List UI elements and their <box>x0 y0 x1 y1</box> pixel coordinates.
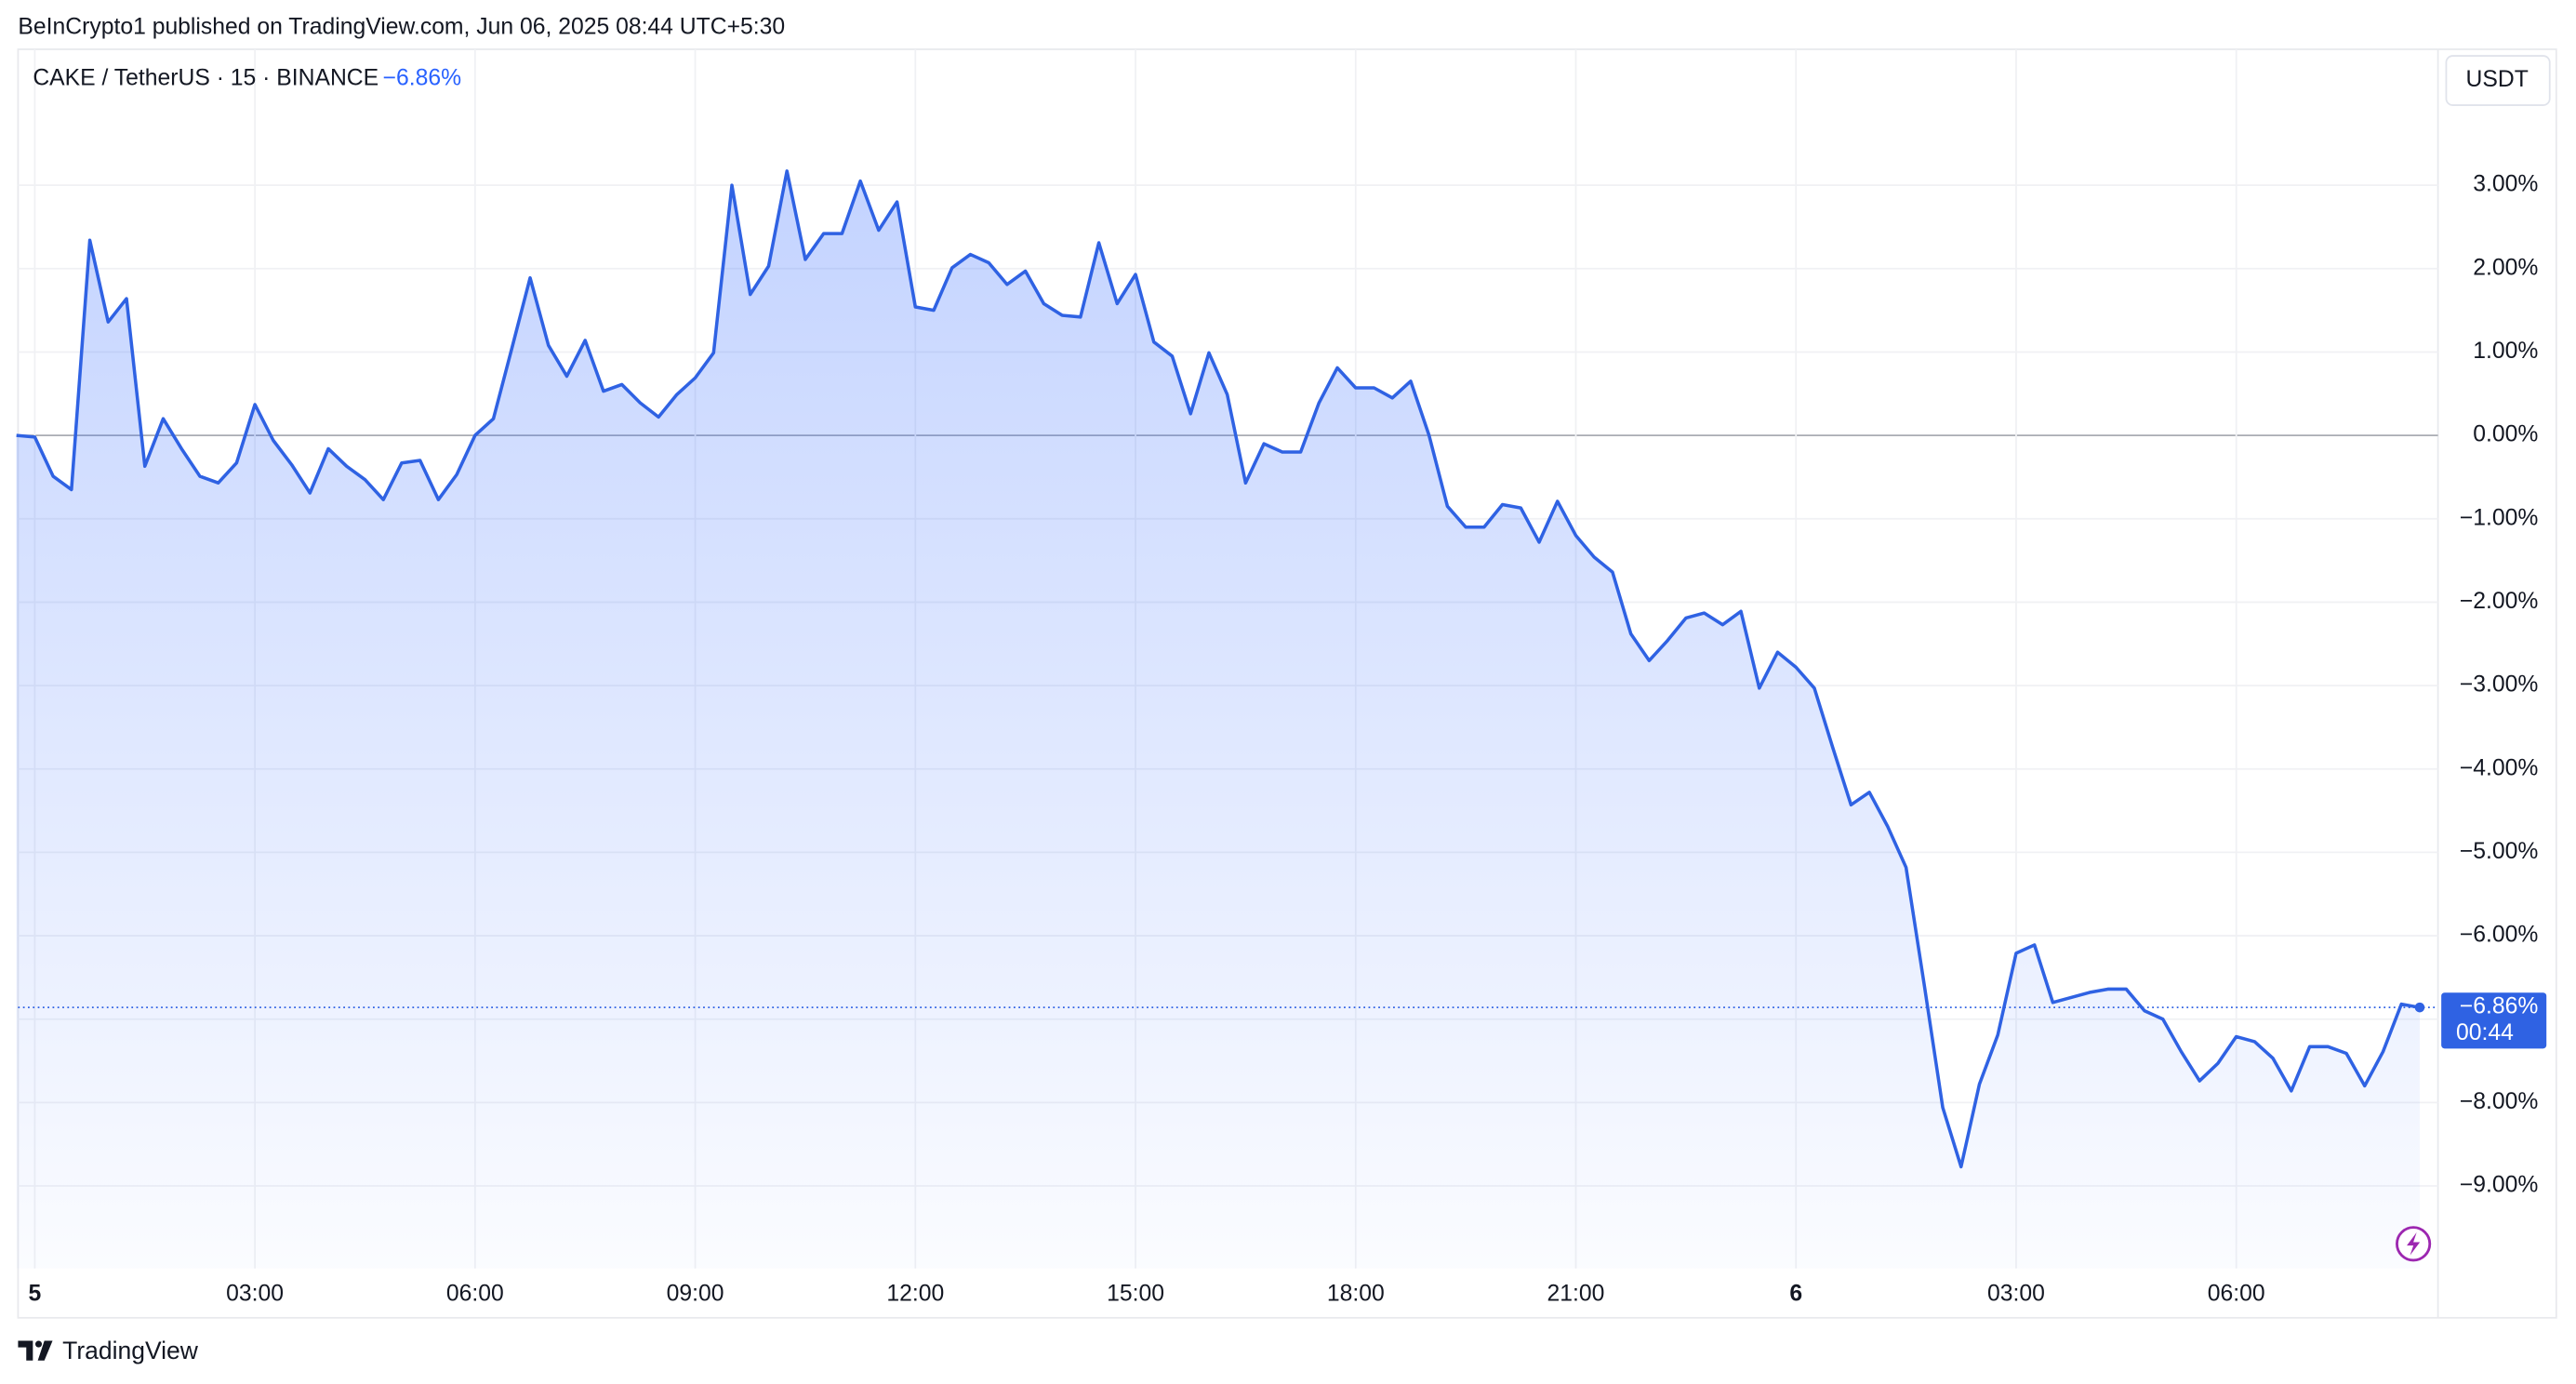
x-tick-label: 21:00 <box>1547 1282 1605 1307</box>
x-tick-label: 5 <box>29 1282 42 1307</box>
y-tick-label: −4.00% <box>2460 755 2539 780</box>
currency-label[interactable]: USDT <box>2466 67 2529 92</box>
plot <box>16 169 2438 1269</box>
y-tick-label: −3.00% <box>2460 672 2539 698</box>
last-price-tag <box>2441 992 2547 1049</box>
y-tick-label: −8.00% <box>2460 1089 2539 1114</box>
x-tick-label: 03:00 <box>226 1282 284 1307</box>
y-tick-label: −2.00% <box>2460 589 2539 614</box>
axes: 3.00% 2.00% 1.00% 0.00% −1.00% −2.00% −3.00% −4… <box>29 172 2547 1307</box>
change-label: −6.86% <box>383 65 462 90</box>
price-line <box>16 169 2421 1169</box>
last-price-label: −6.86% <box>2460 994 2539 1019</box>
y-tick-label: 3.00% <box>2473 172 2538 197</box>
symbol-title: CAKE / TetherUS · 15 · BINANCE <box>33 65 378 90</box>
y-tick-label: 0.00% <box>2473 422 2538 447</box>
x-tick-label: 15:00 <box>1107 1282 1164 1307</box>
logo-dot <box>34 1340 43 1348</box>
x-tick-label: 09:00 <box>667 1282 724 1307</box>
x-tick-label: 03:00 <box>1987 1282 2045 1307</box>
area-fill <box>16 170 2420 1269</box>
logo-slash <box>37 1340 53 1361</box>
last-point <box>2414 1002 2425 1013</box>
y-tick-label: −1.00% <box>2460 505 2539 530</box>
tv-logo <box>18 1340 53 1361</box>
footer-brand: TradingView <box>62 1337 199 1364</box>
publish-header: BeInCrypto1 published on TradingView.com… <box>18 15 785 40</box>
x-tick-label: 6 <box>1789 1282 1802 1307</box>
y-tick-label: −9.00% <box>2460 1173 2539 1198</box>
countdown-label: 00:44 <box>2456 1020 2514 1045</box>
x-tick-label: 06:00 <box>446 1282 504 1307</box>
x-tick-label: 12:00 <box>886 1282 944 1307</box>
y-tick-label: 2.00% <box>2473 255 2538 280</box>
y-tick-label: −6.00% <box>2460 923 2539 948</box>
y-tick-label: −5.00% <box>2460 839 2539 864</box>
x-tick-label: 18:00 <box>1327 1282 1385 1307</box>
alert-bolt <box>2407 1231 2421 1256</box>
y-tick-label: 1.00% <box>2473 339 2538 364</box>
currency-button[interactable] <box>2445 55 2551 106</box>
x-tick-label: 06:00 <box>2208 1282 2265 1307</box>
logo-mark <box>18 1340 33 1361</box>
